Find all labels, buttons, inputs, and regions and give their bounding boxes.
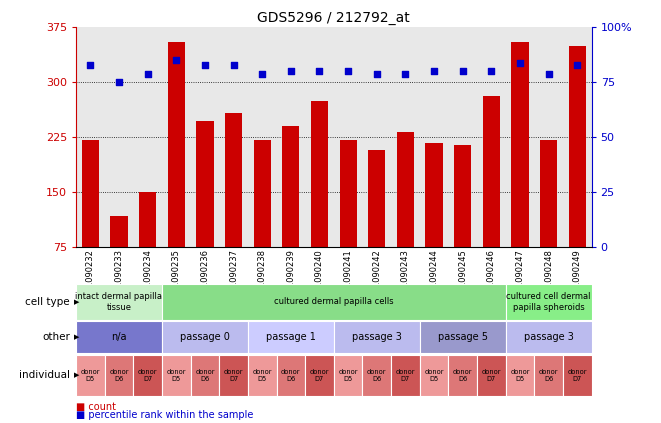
Point — [515, 59, 525, 66]
Bar — [534, 355, 563, 396]
Bar — [196, 121, 214, 247]
Bar — [334, 355, 362, 396]
Bar — [190, 355, 219, 396]
Text: individual: individual — [19, 371, 70, 380]
Text: donor
D7: donor D7 — [568, 369, 587, 382]
Text: n/a: n/a — [111, 332, 127, 342]
Text: intact dermal papilla
tissue: intact dermal papilla tissue — [75, 292, 163, 311]
Point — [429, 68, 440, 75]
Bar — [420, 355, 448, 396]
Bar — [162, 284, 506, 320]
Text: ▶: ▶ — [74, 334, 79, 341]
Bar — [162, 321, 248, 353]
Bar — [134, 355, 162, 396]
Point — [114, 79, 124, 86]
Bar — [225, 113, 242, 247]
Text: donor
D5: donor D5 — [510, 369, 529, 382]
Text: donor
D5: donor D5 — [424, 369, 444, 382]
Bar — [448, 355, 477, 396]
Point — [286, 68, 296, 75]
Bar — [248, 321, 334, 353]
Text: cultured dermal papilla cells: cultured dermal papilla cells — [274, 297, 393, 306]
Bar — [512, 42, 529, 247]
Text: ▶: ▶ — [74, 299, 79, 305]
Point — [543, 70, 554, 77]
Text: GDS5296 / 212792_at: GDS5296 / 212792_at — [257, 11, 410, 25]
Text: ▶: ▶ — [74, 372, 79, 379]
Bar — [76, 355, 104, 396]
Bar — [76, 321, 162, 353]
Point — [200, 61, 210, 68]
Bar — [76, 284, 162, 320]
Text: donor
D7: donor D7 — [396, 369, 415, 382]
Bar — [254, 140, 271, 247]
Bar — [506, 321, 592, 353]
Bar — [506, 284, 592, 320]
Text: donor
D7: donor D7 — [482, 369, 501, 382]
Point — [142, 70, 153, 77]
Bar — [305, 355, 334, 396]
Point — [371, 70, 382, 77]
Text: donor
D6: donor D6 — [195, 369, 215, 382]
Text: donor
D7: donor D7 — [224, 369, 243, 382]
Bar — [506, 355, 534, 396]
Point — [171, 57, 182, 64]
Text: ■ count: ■ count — [76, 402, 116, 412]
Text: donor
D6: donor D6 — [539, 369, 559, 382]
Bar — [391, 355, 420, 396]
Bar — [368, 150, 385, 247]
Bar — [362, 355, 391, 396]
Bar — [139, 192, 156, 247]
Text: ■ percentile rank within the sample: ■ percentile rank within the sample — [76, 410, 253, 420]
Bar — [420, 321, 506, 353]
Text: passage 3: passage 3 — [524, 332, 574, 342]
Bar — [340, 140, 357, 247]
Text: donor
D7: donor D7 — [310, 369, 329, 382]
Point — [314, 68, 325, 75]
Bar — [311, 101, 328, 247]
Bar — [82, 140, 99, 247]
Point — [457, 68, 468, 75]
Text: donor
D5: donor D5 — [167, 369, 186, 382]
Bar — [248, 355, 276, 396]
Point — [257, 70, 268, 77]
Text: donor
D5: donor D5 — [253, 369, 272, 382]
Text: cell type: cell type — [25, 297, 70, 307]
Text: cultured cell dermal
papilla spheroids: cultured cell dermal papilla spheroids — [506, 292, 591, 311]
Bar — [282, 126, 299, 247]
Text: other: other — [42, 332, 70, 342]
Point — [343, 68, 354, 75]
Point — [85, 61, 96, 68]
Bar — [426, 143, 443, 247]
Bar — [477, 355, 506, 396]
Bar — [568, 46, 586, 247]
Point — [228, 61, 239, 68]
Bar — [397, 132, 414, 247]
Bar — [276, 355, 305, 396]
Text: donor
D5: donor D5 — [338, 369, 358, 382]
Point — [400, 70, 410, 77]
Bar — [563, 355, 592, 396]
Text: donor
D6: donor D6 — [281, 369, 301, 382]
Bar — [110, 216, 128, 247]
Text: donor
D6: donor D6 — [367, 369, 387, 382]
Bar — [168, 42, 185, 247]
Text: donor
D7: donor D7 — [138, 369, 157, 382]
Text: donor
D5: donor D5 — [81, 369, 100, 382]
Text: donor
D6: donor D6 — [453, 369, 473, 382]
Text: donor
D6: donor D6 — [109, 369, 129, 382]
Bar — [483, 96, 500, 247]
Text: passage 5: passage 5 — [438, 332, 488, 342]
Bar — [104, 355, 134, 396]
Bar — [219, 355, 248, 396]
Bar — [540, 140, 557, 247]
Bar — [162, 355, 190, 396]
Bar — [334, 321, 420, 353]
Text: passage 3: passage 3 — [352, 332, 402, 342]
Point — [486, 68, 496, 75]
Text: passage 1: passage 1 — [266, 332, 316, 342]
Bar — [454, 145, 471, 247]
Text: passage 0: passage 0 — [180, 332, 230, 342]
Point — [572, 61, 582, 68]
